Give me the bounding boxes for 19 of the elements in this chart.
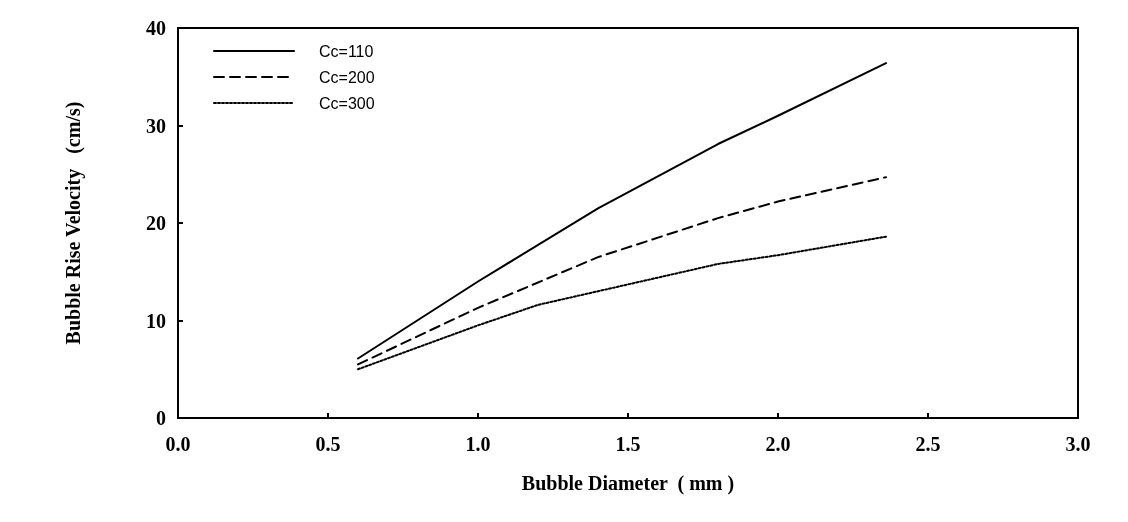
legend-label: Cc=200	[319, 68, 375, 86]
x-axis-title: Bubble Diameter ( mm )	[521, 472, 735, 495]
x-tick-label: 3.0	[1065, 433, 1091, 455]
y-tick-label: 20	[146, 212, 166, 234]
y-tick-label: 30	[146, 114, 166, 137]
x-tick-label: 2.5	[915, 433, 941, 455]
x-tick-label: 1.5	[615, 433, 641, 455]
y-tick-label: 10	[146, 309, 166, 332]
y-tick-label: 0	[156, 407, 166, 429]
y-axis-title: Bubble Rise Velocity (cm/s)	[62, 101, 85, 345]
y-tick-label: 40	[146, 17, 166, 39]
line-series	[357, 176, 887, 366]
x-tick-label: 2.0	[765, 433, 791, 455]
x-tick-label: 1.0	[465, 433, 491, 455]
x-tick-label: 0.5	[315, 433, 341, 455]
line-series	[357, 235, 887, 371]
legend-label: Cc=110	[319, 42, 374, 60]
legend-label: Cc=300	[319, 94, 375, 112]
x-tick-label: 0.0	[165, 433, 191, 455]
